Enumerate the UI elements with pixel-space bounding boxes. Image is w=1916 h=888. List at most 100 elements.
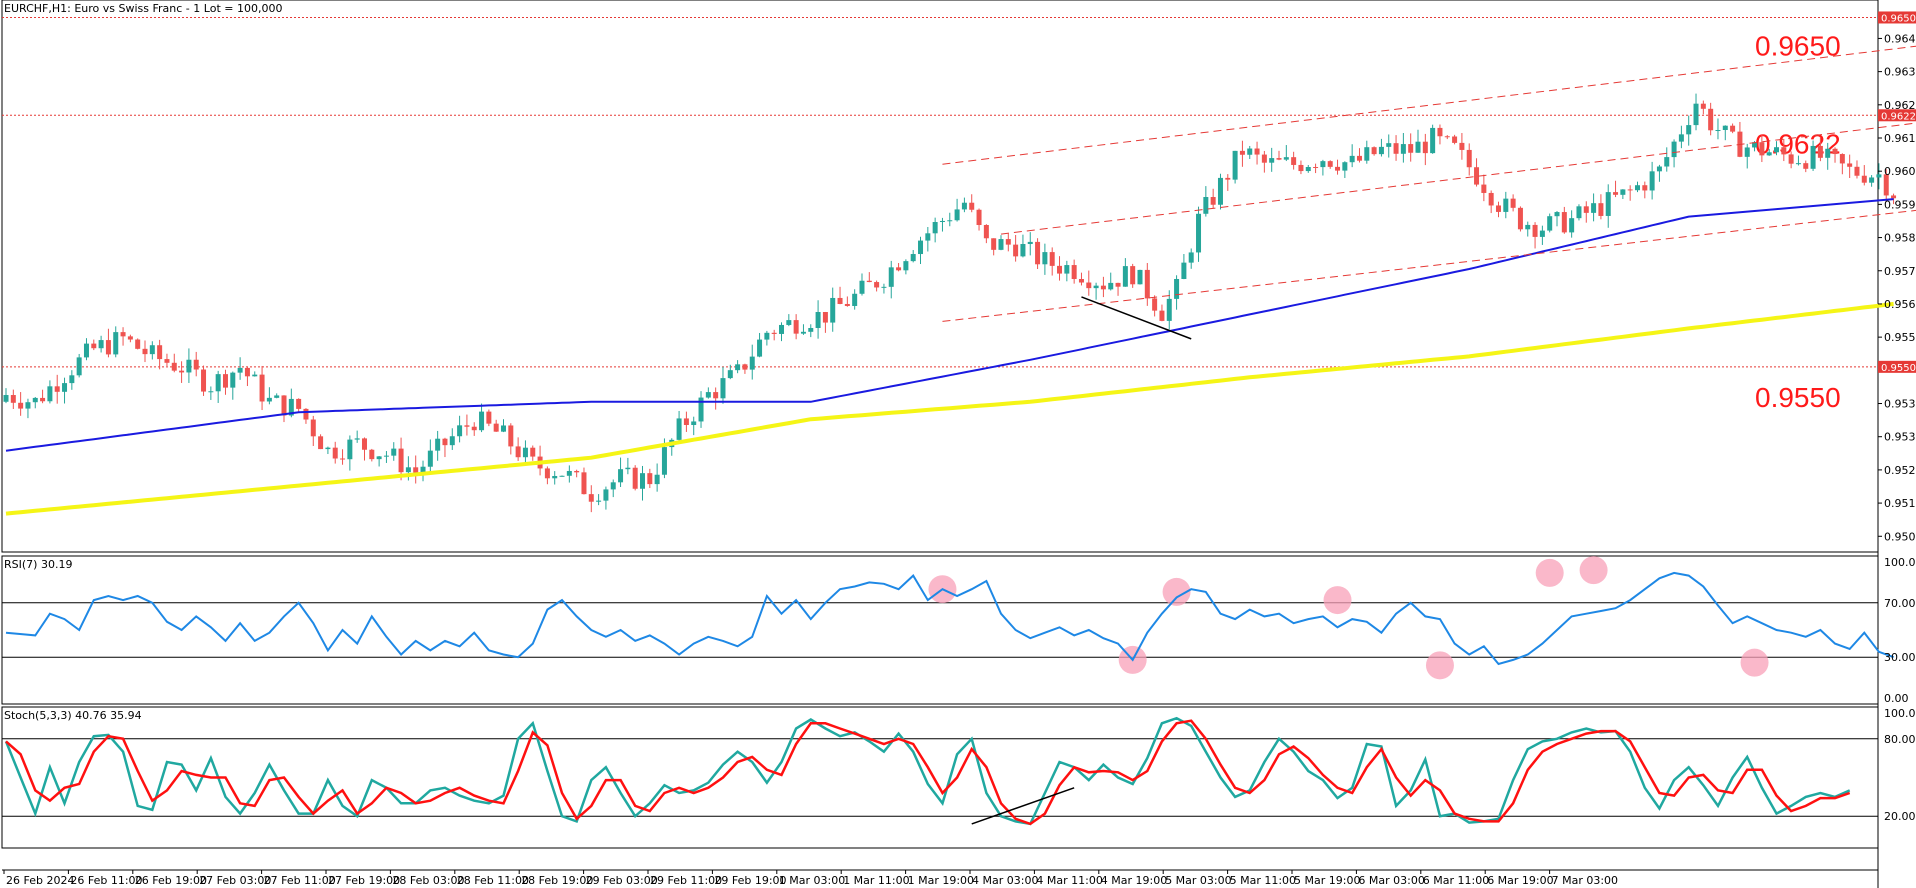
candle-body[interactable]	[1269, 158, 1275, 163]
candle-body[interactable]	[274, 395, 280, 398]
candle-body[interactable]	[742, 364, 748, 370]
stoch-signal-line[interactable]	[5, 719, 1851, 826]
candle-body[interactable]	[1481, 184, 1487, 193]
candle-body[interactable]	[91, 343, 97, 349]
candle-body[interactable]	[457, 425, 463, 437]
candle-body[interactable]	[288, 398, 294, 416]
candle-body[interactable]	[361, 438, 367, 450]
candle-body[interactable]	[1832, 148, 1838, 155]
candle-body[interactable]	[976, 209, 982, 226]
candle-body[interactable]	[859, 280, 865, 294]
candle-body[interactable]	[793, 320, 799, 334]
candle-body[interactable]	[1847, 163, 1853, 167]
candle-body[interactable]	[1474, 167, 1480, 185]
candle-body[interactable]	[479, 411, 485, 431]
candle-body[interactable]	[1795, 163, 1801, 165]
candle-body[interactable]	[354, 438, 360, 440]
candle-body[interactable]	[771, 332, 777, 334]
slow-moving-average-line[interactable]	[5, 301, 1894, 516]
candle-body[interactable]	[1525, 224, 1531, 230]
candle-body[interactable]	[259, 374, 265, 402]
candle-body[interactable]	[1327, 161, 1333, 167]
candle-body[interactable]	[405, 467, 411, 473]
candle-body[interactable]	[1078, 279, 1084, 283]
candle-body[interactable]	[244, 367, 250, 377]
candle-body[interactable]	[640, 473, 646, 489]
candle-body[interactable]	[1671, 141, 1677, 158]
candle-body[interactable]	[193, 359, 199, 370]
candle-body[interactable]	[1027, 241, 1033, 245]
candle-body[interactable]	[1203, 197, 1209, 214]
candle-body[interactable]	[54, 386, 60, 392]
candle-body[interactable]	[1561, 212, 1567, 233]
candle-body[interactable]	[1313, 167, 1319, 169]
candle-body[interactable]	[574, 470, 580, 473]
candle-body[interactable]	[1152, 298, 1158, 311]
candle-body[interactable]	[1869, 177, 1875, 183]
fast-moving-average-line[interactable]	[5, 198, 1894, 452]
candle-body[interactable]	[874, 282, 880, 288]
candle-body[interactable]	[340, 458, 346, 460]
stoch-divergence-trendline[interactable]	[971, 787, 1075, 825]
candle-body[interactable]	[1744, 147, 1750, 157]
candle-body[interactable]	[1620, 189, 1626, 195]
candle-body[interactable]	[1649, 171, 1655, 191]
candle-body[interactable]	[1678, 134, 1684, 142]
candle-body[interactable]	[1057, 265, 1063, 274]
candle-body[interactable]	[1810, 145, 1816, 169]
candle-body[interactable]	[1759, 142, 1765, 156]
candle-body[interactable]	[991, 238, 997, 250]
candle-body[interactable]	[530, 447, 536, 457]
candle-body[interactable]	[918, 240, 924, 255]
candle-body[interactable]	[383, 455, 389, 457]
candle-body[interactable]	[1261, 154, 1267, 163]
candle-body[interactable]	[1715, 130, 1721, 132]
candle-body[interactable]	[376, 456, 382, 460]
candle-body[interactable]	[413, 467, 419, 473]
candle-body[interactable]	[1064, 265, 1070, 274]
candle-body[interactable]	[25, 402, 31, 409]
candle-body[interactable]	[1144, 269, 1150, 299]
candle-body[interactable]	[1686, 125, 1692, 135]
candle-body[interactable]	[215, 374, 221, 392]
candle-body[interactable]	[486, 411, 492, 424]
candle-body[interactable]	[1349, 155, 1355, 163]
candle-body[interactable]	[998, 239, 1004, 250]
candle-body[interactable]	[1495, 205, 1501, 212]
candle-body[interactable]	[1437, 127, 1443, 137]
candle-body[interactable]	[318, 436, 324, 450]
candle-body[interactable]	[435, 438, 441, 451]
candle-body[interactable]	[1232, 150, 1238, 180]
candle-body[interactable]	[749, 356, 755, 370]
candle-body[interactable]	[69, 375, 75, 384]
candle-body[interactable]	[932, 222, 938, 234]
candle-body[interactable]	[1188, 252, 1194, 263]
candle-body[interactable]	[113, 332, 119, 355]
candle-body[interactable]	[398, 448, 404, 473]
candle-body[interactable]	[1100, 285, 1106, 290]
candle-body[interactable]	[1466, 149, 1472, 168]
candle-body[interactable]	[1817, 145, 1823, 158]
candle-body[interactable]	[1554, 212, 1560, 217]
candle-body[interactable]	[1503, 198, 1509, 212]
candle-body[interactable]	[683, 418, 689, 426]
candle-body[interactable]	[442, 438, 448, 446]
candle-body[interactable]	[1408, 144, 1414, 153]
candle-body[interactable]	[1613, 192, 1619, 195]
candle-body[interactable]	[179, 370, 185, 373]
candle-body[interactable]	[676, 418, 682, 440]
candle-body[interactable]	[1583, 206, 1589, 213]
candle-body[interactable]	[127, 336, 133, 340]
candle-body[interactable]	[1093, 285, 1099, 289]
candle-body[interactable]	[266, 397, 272, 402]
candle-body[interactable]	[1013, 244, 1019, 257]
candle-body[interactable]	[1510, 198, 1516, 208]
candle-body[interactable]	[1722, 125, 1728, 131]
candle-body[interactable]	[815, 312, 821, 328]
candle-body[interactable]	[252, 374, 258, 377]
candle-body[interactable]	[939, 220, 945, 223]
candle-body[interactable]	[698, 397, 704, 422]
candle-body[interactable]	[120, 332, 126, 337]
candle-body[interactable]	[786, 320, 792, 325]
candle-body[interactable]	[544, 468, 550, 479]
